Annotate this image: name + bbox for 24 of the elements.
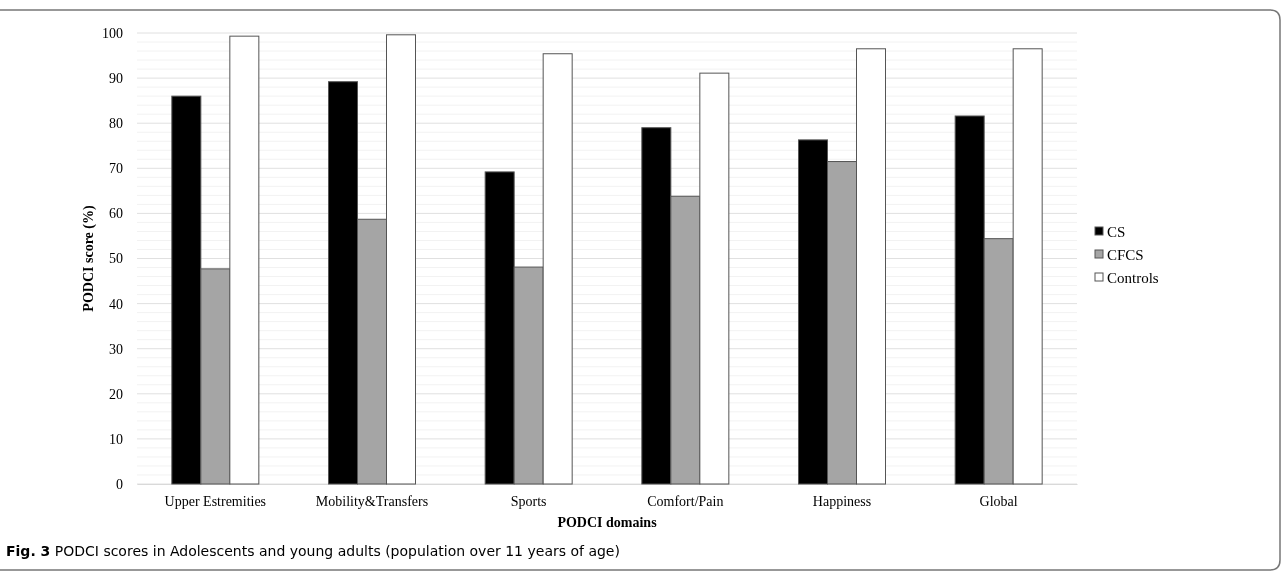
x-tick-label: Mobility&Transfers bbox=[315, 493, 429, 509]
y-tick-label: 80 bbox=[109, 116, 123, 132]
y-tick-label: 10 bbox=[109, 431, 123, 447]
y-tick-label: 90 bbox=[109, 71, 123, 87]
legend-label: Controls bbox=[1107, 270, 1159, 287]
y-tick-label: 30 bbox=[109, 341, 123, 357]
text: PODCI scores in Adolescents and young adults (population over 11 years of age) bbox=[50, 543, 620, 559]
x-tick-label: Upper Estremities bbox=[164, 493, 267, 509]
x-tick-label: Happiness bbox=[812, 493, 872, 509]
x-axis-title: PODCI domains bbox=[557, 515, 658, 530]
legend-label: CS bbox=[1107, 224, 1126, 241]
y-tick-label: 60 bbox=[109, 206, 123, 222]
x-tick-label: Comfort/Pain bbox=[647, 493, 724, 509]
x-tick-label: Global bbox=[979, 493, 1018, 509]
y-tick-label: 40 bbox=[109, 296, 123, 312]
y-tick-label: 20 bbox=[109, 386, 123, 402]
y-tick-label: 50 bbox=[109, 251, 123, 267]
x-tick-label: Sports bbox=[510, 493, 547, 509]
y-tick-label: 70 bbox=[109, 161, 123, 177]
caption: Fig. 3 bbox=[6, 543, 51, 559]
y-axis-title: PODCI score (%) bbox=[81, 205, 97, 312]
y-tick-label: 100 bbox=[102, 25, 123, 41]
y-tick-label: 0 bbox=[116, 476, 123, 492]
legend-label: CFCS bbox=[1107, 247, 1144, 264]
